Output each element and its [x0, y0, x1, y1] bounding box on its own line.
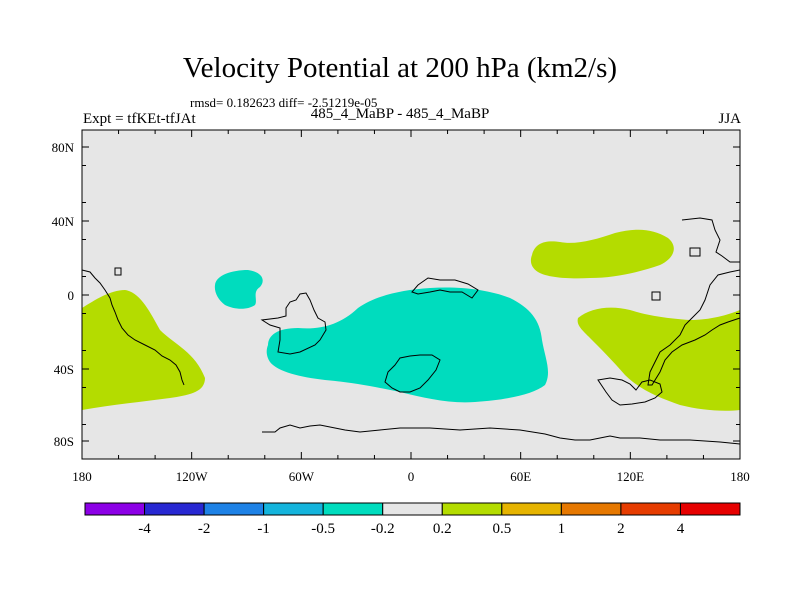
colorbar-label: -2 — [198, 521, 211, 537]
colorbar-swatch — [679, 502, 741, 516]
lon-tick-label: 120W — [176, 469, 209, 484]
colorbar: -4 -2 -1 -0.5 -0.2 0.2 0.5 1 2 4 — [84, 502, 741, 537]
coastline-islands — [114, 247, 701, 301]
colorbar-swatch — [382, 502, 443, 516]
negative-region-small — [214, 270, 263, 309]
lon-tick-label: 180 — [730, 469, 750, 484]
lon-axis: 180 120W 60W 0 60E 120E 180 — [72, 130, 750, 484]
colorbar-swatch — [84, 502, 146, 516]
coastline-asia-pacific — [647, 217, 741, 386]
colorbar-swatch — [322, 502, 384, 516]
lat-axis: 80N 40N 0 40S 80S — [52, 140, 740, 449]
colorbar-swatch — [560, 502, 622, 516]
lat-tick-label: 40S — [54, 362, 74, 377]
lon-tick-label: 120E — [617, 469, 645, 484]
positive-region-asia-north — [530, 229, 674, 279]
coastline-central-america — [81, 269, 185, 386]
coastline-antarctica — [262, 424, 741, 445]
experiment-label: Expt = tfKEt-tfJAt — [83, 111, 196, 127]
colorbar-label: 2 — [617, 521, 625, 537]
colorbar-label: 4 — [677, 521, 685, 537]
lon-tick-label: 0 — [408, 469, 415, 484]
negative-anomaly-regions — [214, 270, 549, 403]
stats-text: rmsd= 0.182623 diff= -2.51219e-05 — [190, 95, 378, 110]
cases-label: 485_4_MaBP - 485_4_MaBP — [310, 106, 490, 122]
positive-region-east-pacific — [82, 290, 205, 410]
coastline-australia — [597, 377, 663, 406]
season-label: JJA — [718, 111, 741, 127]
colorbar-label: -0.2 — [371, 521, 395, 537]
lat-tick-label: 80S — [54, 434, 74, 449]
lon-tick-label: 180 — [72, 469, 92, 484]
coastline-south-america — [260, 292, 327, 355]
colorbar-swatch — [203, 502, 265, 516]
positive-anomaly-regions — [82, 229, 740, 411]
colorbar-label: 0.5 — [492, 521, 511, 537]
coastlines — [81, 217, 741, 445]
colorbar-label: -1 — [257, 521, 270, 537]
positive-region-west-pacific — [577, 307, 740, 411]
coastline-africa — [384, 277, 479, 393]
colorbar-swatch — [620, 502, 681, 516]
colorbar-swatch — [263, 502, 324, 516]
negative-region-main — [266, 287, 549, 403]
colorbar-swatch — [144, 502, 205, 516]
plot-title: Velocity Potential at 200 hPa (km2/s) — [182, 52, 618, 84]
colorbar-label: -4 — [138, 521, 151, 537]
colorbar-label: 1 — [558, 521, 566, 537]
lat-tick-label: 80N — [52, 140, 75, 155]
colorbar-swatch — [441, 502, 503, 516]
colorbar-label: 0.2 — [433, 521, 452, 537]
lat-tick-label: 0 — [68, 288, 75, 303]
lon-tick-label: 60W — [289, 469, 315, 484]
lat-tick-label: 40N — [52, 214, 75, 229]
colorbar-swatch — [501, 502, 562, 516]
lon-tick-label: 60E — [510, 469, 531, 484]
colorbar-label: -0.5 — [311, 521, 335, 537]
